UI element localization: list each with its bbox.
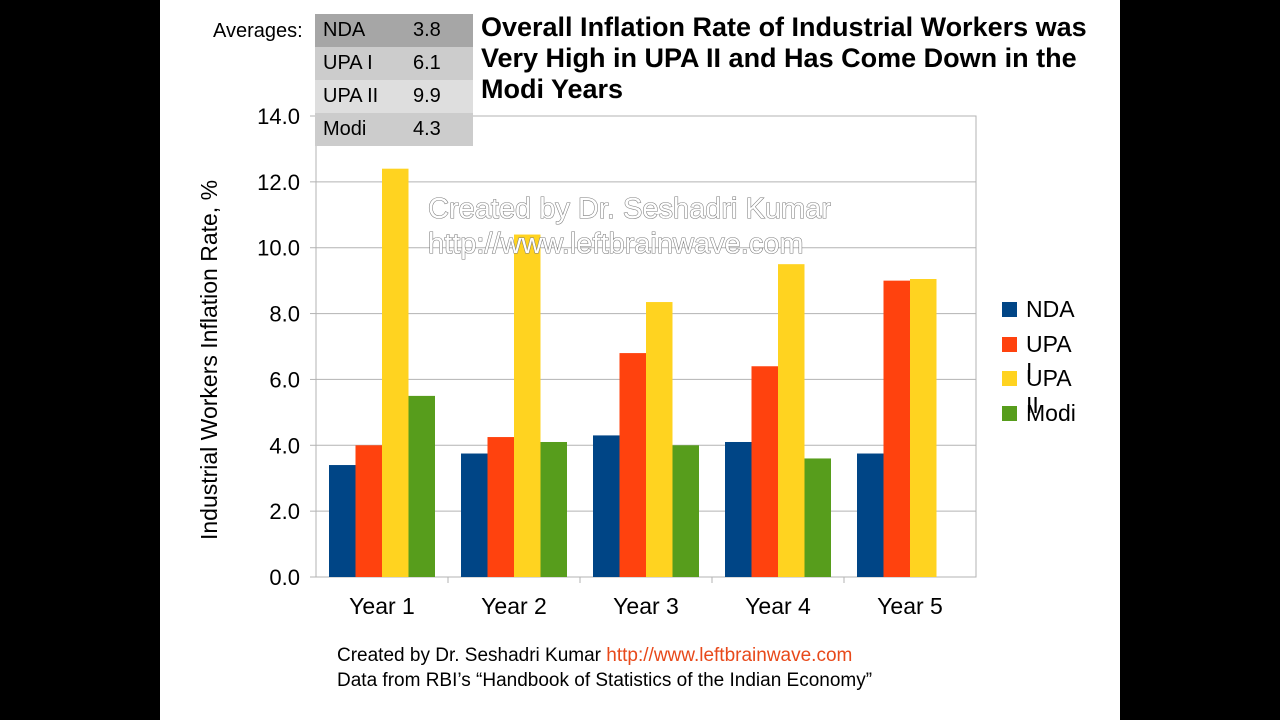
averages-row-name: NDA	[323, 19, 366, 41]
footer-credits: Created by Dr. Seshadri Kumar http://www…	[337, 643, 872, 693]
bar-upa-i-year-5	[883, 280, 910, 577]
bar-upa-ii-year-5	[910, 278, 937, 577]
averages-row-value: 4.3	[413, 118, 441, 140]
legend-swatch	[1002, 336, 1017, 352]
credit-link[interactable]: http://www.leftbrainwave.com	[606, 645, 853, 666]
bar-nda-year-2	[461, 453, 488, 577]
legend-label: UPA II	[1026, 365, 1071, 418]
y-tick-label: 14.0	[257, 104, 300, 129]
bar-modi-year-4	[804, 458, 831, 577]
watermark-line-1: Created by Dr. Seshadri Kumar	[428, 193, 831, 225]
bar-modi-year-3	[672, 445, 699, 577]
bar-upa-i-year-4	[751, 366, 778, 577]
bar-upa-i-year-1	[355, 445, 382, 577]
averages-row-name: UPA I	[323, 52, 373, 74]
y-tick-label: 10.0	[257, 236, 300, 261]
legend-label: Modi	[1026, 399, 1076, 426]
axes: 0.0 2.0 4.0 6.0 8.0 10.0 12.0 14.0 Year 1 Year 2 Y…	[257, 104, 943, 619]
y-tick-label: 8.0	[269, 302, 300, 327]
bar-modi-year-1	[408, 395, 435, 577]
y-tick-label: 12.0	[257, 170, 300, 195]
y-tick-label: 4.0	[269, 433, 300, 458]
averages-row-value: 9.9	[413, 85, 441, 107]
averages-label: Averages:	[213, 20, 303, 42]
legend-swatch	[1002, 405, 1017, 421]
legend-label: NDA	[1026, 296, 1075, 322]
y-tick-label: 0.0	[269, 565, 300, 590]
averages-row-value: 6.1	[413, 52, 441, 74]
bar-modi-year-2	[540, 441, 567, 577]
bar-upa-i-year-2	[487, 437, 514, 577]
averages-table: NDA 3.8 UPA I 6.1 UPA II 9.9 Modi 4.3	[315, 14, 473, 146]
bar-upa-ii-year-1	[382, 168, 409, 577]
legend-label: UPA I	[1026, 330, 1071, 384]
averages-row-name: UPA II	[323, 85, 379, 107]
averages-row: UPA II 9.9	[315, 80, 473, 113]
averages-row: NDA 3.8	[315, 14, 473, 47]
credit-text: Created by Dr. Seshadri Kumar	[337, 645, 607, 666]
averages-row-value: 3.8	[413, 19, 441, 41]
bar-nda-year-1	[329, 465, 356, 577]
x-tick-label: Year 1	[349, 593, 415, 619]
bar-nda-year-3	[593, 435, 620, 577]
bar-upa-i-year-3	[619, 353, 646, 577]
x-tick-label: Year 2	[481, 593, 547, 619]
averages-row: UPA I 6.1	[315, 47, 473, 80]
bars	[329, 168, 937, 578]
averages-row: Modi 4.3	[315, 113, 473, 146]
legend-swatch	[1002, 371, 1017, 386]
legend-swatch	[1002, 302, 1017, 317]
x-tick-label: Year 3	[613, 593, 679, 619]
chart-title: Overall Inflation Rate of Industrial Wor…	[481, 12, 1087, 104]
bar-upa-ii-year-3	[646, 302, 673, 577]
bar-nda-year-5	[857, 453, 884, 577]
bar-upa-ii-year-2	[514, 234, 541, 578]
y-axis-title: Industrial Workers Inflation Rate, %	[196, 180, 222, 540]
y-tick-label: 6.0	[269, 367, 300, 392]
footer-line-1: Created by Dr. Seshadri Kumar http://www…	[337, 643, 872, 668]
x-tick-label: Year 5	[877, 593, 943, 619]
averages-row-name: Modi	[323, 118, 367, 140]
watermark-line-2: http://www.leftbrainwave.com	[428, 228, 804, 260]
bar-nda-year-4	[725, 441, 752, 577]
bar-upa-ii-year-4	[778, 264, 805, 577]
x-tick-label: Year 4	[745, 593, 811, 619]
footer-line-2: Data from RBI’s “Handbook of Statistics …	[337, 670, 873, 691]
y-tick-label: 2.0	[269, 499, 300, 524]
